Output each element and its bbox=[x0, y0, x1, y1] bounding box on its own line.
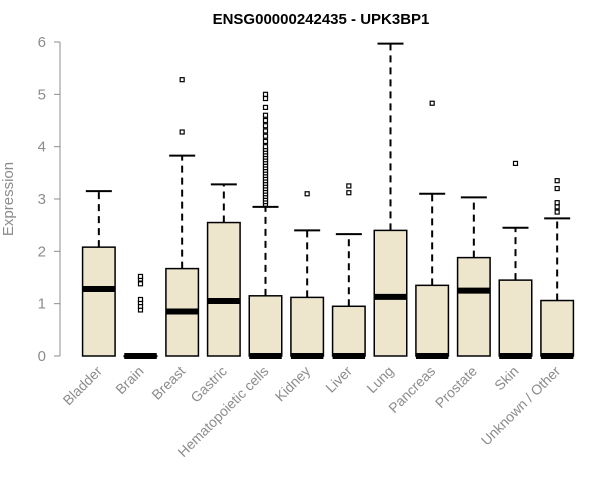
outlier-point bbox=[304, 191, 310, 197]
outlier-point bbox=[262, 104, 269, 111]
box-bladder bbox=[81, 190, 116, 357]
y-axis-label: Expression bbox=[0, 162, 17, 236]
box-body bbox=[415, 284, 450, 357]
outlier-point bbox=[554, 204, 560, 210]
outlier-point bbox=[179, 77, 185, 83]
box-body bbox=[373, 229, 408, 357]
box-unknown-other bbox=[540, 178, 575, 359]
y-tick-label: 3 bbox=[38, 191, 46, 208]
outlier-point bbox=[262, 117, 269, 124]
outlier-point bbox=[137, 296, 144, 303]
box-lung bbox=[373, 42, 408, 357]
box-skin bbox=[498, 160, 533, 359]
y-tick-label: 2 bbox=[38, 243, 46, 260]
box-body bbox=[206, 221, 241, 357]
outlier-point bbox=[262, 144, 269, 150]
outlier-point bbox=[137, 273, 144, 280]
box-body bbox=[290, 296, 325, 357]
x-tick-label: Prostate bbox=[432, 363, 480, 411]
outlier-point bbox=[262, 123, 269, 129]
y-tick-label: 6 bbox=[38, 34, 46, 51]
outlier-point bbox=[262, 128, 269, 134]
box-body bbox=[456, 256, 491, 357]
y-tick-label: 4 bbox=[38, 139, 46, 156]
outlier-point bbox=[179, 129, 185, 135]
outlier-point bbox=[346, 190, 352, 196]
outlier-point bbox=[554, 185, 560, 192]
outlier-point bbox=[429, 100, 435, 106]
y-tick-label: 5 bbox=[38, 86, 46, 103]
x-tick-label: Unknown / Other bbox=[478, 363, 564, 449]
box-gastric bbox=[206, 183, 241, 357]
box-liver bbox=[331, 183, 366, 359]
outlier-point bbox=[512, 160, 519, 167]
outlier-point bbox=[262, 133, 269, 139]
box-prostate bbox=[456, 196, 491, 357]
outlier-point bbox=[262, 91, 269, 97]
box-breast bbox=[165, 77, 200, 357]
box-pancreas bbox=[415, 100, 450, 359]
outlier-point bbox=[262, 95, 269, 102]
plot-area bbox=[81, 42, 575, 359]
box-body bbox=[248, 295, 283, 357]
box-body bbox=[331, 305, 366, 357]
box-brain bbox=[123, 273, 158, 359]
outlier-point bbox=[346, 183, 352, 189]
outlier-point bbox=[554, 209, 560, 215]
box-body bbox=[81, 246, 116, 357]
x-tick-label: Kidney bbox=[272, 363, 314, 405]
x-tick-label: Brain bbox=[112, 363, 146, 397]
x-tick-label: Breast bbox=[148, 363, 188, 403]
outlier-point bbox=[262, 112, 269, 118]
x-tick-label: Skin bbox=[491, 363, 522, 394]
x-tick-label: Lung bbox=[363, 363, 396, 396]
y-axis: 0 1 2 3 4 5 6 bbox=[38, 34, 61, 365]
box-hematopoietic-cells bbox=[248, 91, 283, 359]
outlier-point bbox=[262, 138, 269, 145]
box-kidney bbox=[290, 191, 325, 359]
y-tick-label: 1 bbox=[38, 296, 46, 313]
outlier-point bbox=[554, 178, 560, 184]
x-tick-label: Liver bbox=[322, 363, 355, 396]
y-tick-label: 0 bbox=[38, 348, 46, 365]
box-body bbox=[498, 279, 533, 357]
x-tick-label: Bladder bbox=[60, 363, 106, 409]
outlier-point bbox=[137, 281, 144, 287]
chart-title: ENSG00000242435 - UPK3BP1 bbox=[213, 11, 430, 28]
outlier-point bbox=[554, 200, 560, 206]
box-body bbox=[540, 299, 575, 357]
